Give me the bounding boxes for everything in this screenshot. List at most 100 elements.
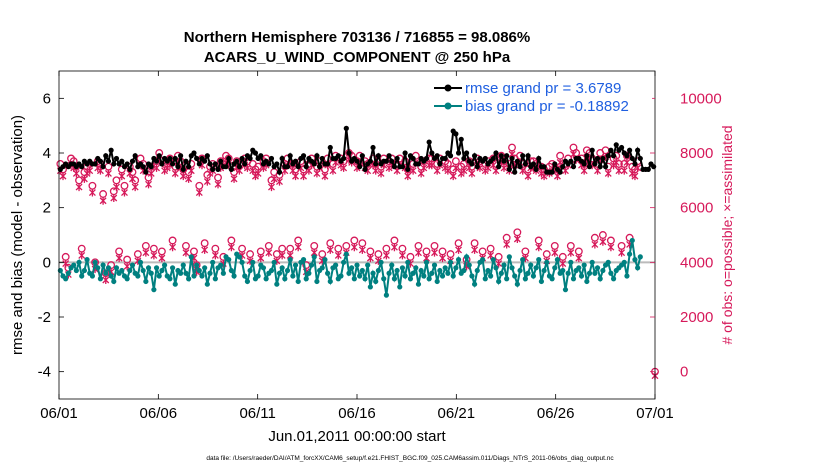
rmse-point	[113, 155, 120, 162]
rmse-point	[97, 158, 104, 164]
bias-point	[469, 273, 475, 279]
bias-point	[426, 276, 432, 282]
bias-point	[210, 259, 216, 265]
footer-data-file: data file: /Users/raeder/DAI/ATM_forcXX/…	[206, 455, 614, 462]
bias-point	[530, 273, 536, 279]
bias-point	[124, 276, 130, 282]
rmse-point	[319, 155, 325, 162]
rmse-point	[592, 161, 598, 167]
rmse-point	[274, 161, 280, 167]
obs-assimilated-point	[121, 188, 128, 197]
bias-point	[250, 259, 256, 265]
rmse-series	[57, 125, 657, 177]
rmse-point	[471, 153, 478, 159]
rmse-point	[359, 153, 365, 159]
rmse-point	[506, 166, 512, 172]
bias-point	[292, 262, 299, 268]
x-tick-label: 07/01	[636, 405, 674, 422]
obs-assimilated-point	[612, 158, 620, 167]
rmse-point	[434, 153, 440, 159]
y-axis-left-label: rmse and bias (model - observation)	[9, 115, 26, 355]
rmse-point	[600, 155, 606, 162]
bias-point	[319, 265, 325, 271]
bias-point	[239, 259, 245, 265]
y-left-tick-label: 6	[43, 90, 51, 107]
bias-point	[504, 276, 510, 282]
obs-assimilated-point	[567, 248, 575, 257]
bias-point	[520, 257, 526, 263]
bias-point	[365, 262, 371, 268]
bias-point	[431, 262, 438, 268]
bias-point	[57, 267, 63, 274]
bias-point	[359, 267, 365, 274]
obs-assimilated-point	[78, 251, 86, 260]
bias-point	[282, 276, 288, 282]
bias-point	[536, 257, 542, 263]
bias-point	[167, 276, 173, 282]
bias-point	[343, 251, 349, 257]
rmse-point	[536, 155, 542, 162]
bias-point	[421, 273, 427, 279]
obs-assimilated-point	[358, 245, 366, 254]
bias-point	[594, 265, 601, 271]
bias-point	[325, 270, 331, 276]
bias-point	[386, 270, 392, 276]
x-tick-label: 06/26	[537, 405, 575, 422]
bias-point	[632, 257, 638, 263]
obs-assimilated-point	[147, 169, 155, 178]
y-left-tick-label: -4	[38, 364, 51, 381]
bias-point	[370, 270, 376, 276]
rmse-point	[522, 161, 528, 167]
obs-assimilated-point	[329, 166, 337, 175]
bias-point	[276, 270, 283, 276]
obs-assimilated-point	[102, 276, 110, 284]
rmse-point	[525, 153, 531, 159]
rmse-point	[469, 161, 475, 167]
rmse-point	[461, 155, 467, 162]
bias-point	[151, 287, 157, 293]
rmse-point	[303, 164, 309, 170]
obs-assimilated-point	[171, 169, 179, 178]
rmse-point	[632, 161, 638, 167]
rmse-point	[314, 153, 320, 159]
bias-point	[541, 267, 547, 274]
bias-point	[570, 276, 577, 282]
rmse-point	[343, 125, 349, 131]
rmse-point	[178, 153, 184, 159]
bias-point	[528, 262, 534, 268]
rmse-point	[635, 147, 641, 153]
bias-point	[378, 259, 384, 265]
rmse-point	[119, 158, 125, 164]
rmse-point	[570, 164, 577, 170]
rmse-point	[354, 158, 360, 164]
rmse-point	[613, 142, 619, 148]
rmse-point	[597, 164, 603, 170]
bias-point	[461, 267, 467, 274]
y-right-tick-label: 2000	[680, 309, 713, 326]
obs-assimilated-point	[182, 248, 190, 257]
rmse-point	[447, 153, 454, 159]
obs-assimilated-point	[150, 251, 158, 260]
legend: rmse grand pr = 3.6789 bias grand pr = -…	[430, 76, 652, 120]
bias-point	[89, 273, 96, 279]
bias-point	[242, 273, 248, 279]
rmse-point	[236, 164, 243, 170]
bias-point	[95, 265, 101, 271]
bias-point	[63, 276, 69, 282]
bias-point	[287, 257, 293, 263]
bias-point	[327, 278, 333, 285]
obs-assimilated-point	[201, 245, 209, 254]
bias-point	[383, 292, 389, 298]
rmse-point	[268, 155, 275, 162]
bias-point	[367, 284, 373, 290]
bias-point	[410, 270, 416, 276]
bias-point	[284, 267, 291, 274]
obs-assimilated-point	[524, 172, 532, 181]
rmse-point	[175, 164, 181, 170]
rmse-point	[287, 153, 293, 159]
obs-assimilated-point	[142, 248, 150, 257]
bias-point	[445, 270, 451, 276]
rmse-point	[266, 161, 272, 167]
rmse-point	[624, 153, 630, 159]
rmse-point	[391, 164, 398, 170]
